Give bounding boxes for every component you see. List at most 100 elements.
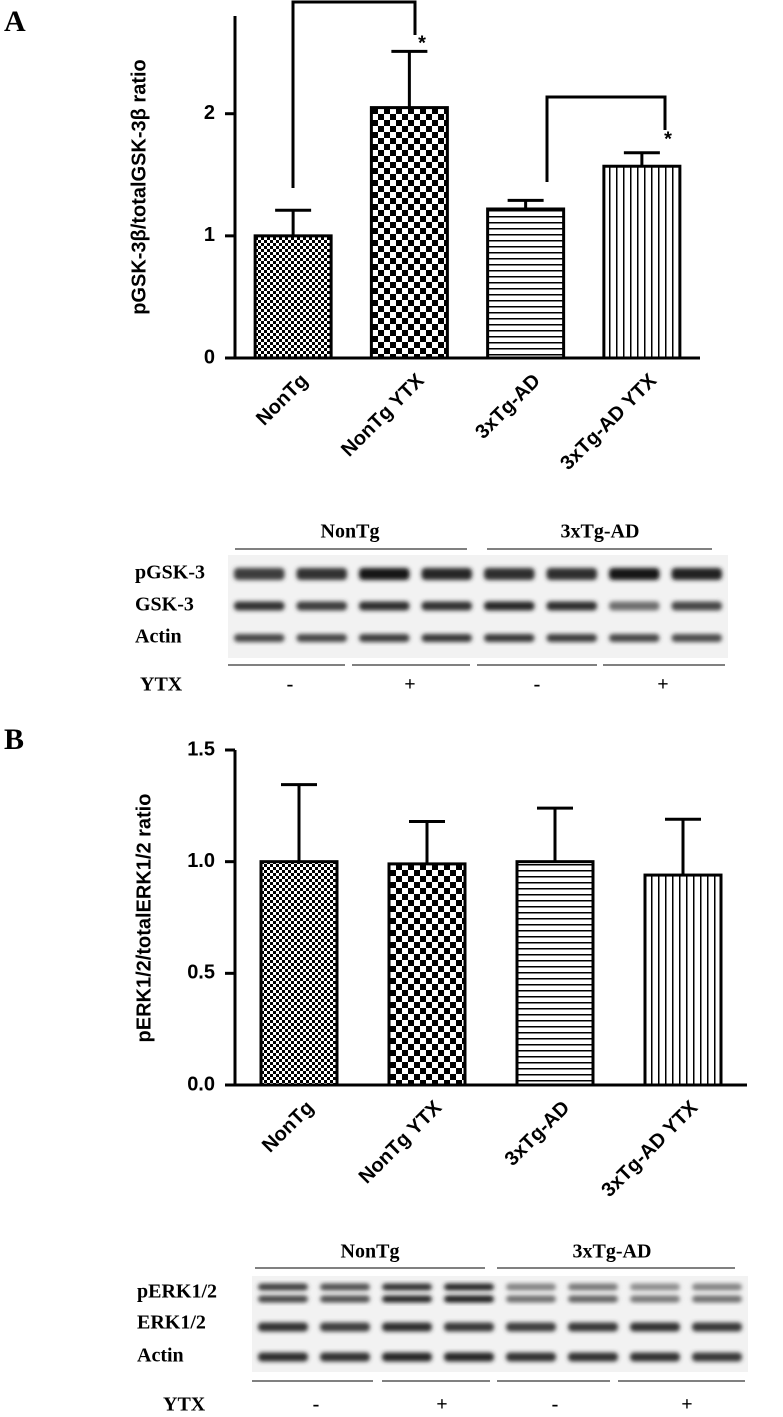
row-label: Actin	[135, 626, 182, 648]
blot-band	[359, 601, 410, 611]
treatment: +	[404, 674, 415, 696]
blot-band	[382, 1322, 432, 1332]
blot-band	[444, 1352, 494, 1362]
blot-band	[382, 1352, 432, 1362]
y-tick-label: 0	[204, 346, 215, 368]
blot-band	[630, 1295, 680, 1303]
blot-band	[234, 568, 285, 580]
blot-band	[444, 1322, 494, 1332]
blot-band	[296, 568, 347, 580]
blot-band	[568, 1322, 618, 1332]
blot-band	[320, 1322, 370, 1332]
row-label: pGSK-3	[135, 562, 205, 584]
y-tick-label: 1.0	[187, 850, 215, 872]
blot-band	[382, 1295, 432, 1303]
error-bar	[409, 819, 445, 864]
blot-band	[630, 1352, 680, 1362]
treatment: -	[534, 674, 541, 696]
treatment: -	[313, 1394, 320, 1416]
blot-band	[234, 634, 285, 642]
error-bar	[275, 208, 312, 236]
error-bar	[281, 783, 317, 862]
y-tick-label: 1	[204, 224, 215, 246]
row-label: GSK-3	[135, 594, 194, 616]
blot-band	[546, 568, 597, 580]
blot-band	[258, 1352, 308, 1362]
bar	[515, 860, 595, 1087]
x-tick-label: NonTg	[258, 1097, 318, 1157]
x-tick-label: 3xTg-AD YTX	[556, 369, 661, 474]
error-bar	[391, 49, 428, 108]
blot-band	[484, 634, 535, 642]
x-tick-label: NonTg YTX	[337, 369, 429, 461]
error-bar	[665, 817, 701, 876]
y-tick-label: 2	[204, 102, 215, 124]
y-axis-label: pERK1/2/totalERK1/2 ratio	[133, 794, 155, 1043]
error-bar	[623, 151, 660, 167]
y-tick-label: 1.5	[187, 738, 215, 760]
annotation: *	[664, 128, 672, 150]
bar	[259, 860, 339, 1087]
blot-band	[609, 634, 660, 642]
blot-band	[320, 1352, 370, 1362]
error-bar	[537, 806, 573, 862]
x-tick-label: 3xTg-AD YTX	[597, 1096, 702, 1201]
group-label: 3xTg-AD	[561, 521, 640, 543]
treatment: -	[287, 674, 294, 696]
blot-band	[506, 1283, 556, 1291]
x-tick-label: NonTg YTX	[355, 1096, 447, 1188]
y-axis-label: pGSK-3β/totalGSK-3β ratio	[128, 59, 150, 315]
bar	[602, 164, 682, 360]
blot-band	[234, 601, 285, 611]
blot-band	[484, 601, 535, 611]
blot-band	[320, 1295, 370, 1303]
blot-band	[359, 634, 410, 642]
blot-band	[258, 1322, 308, 1332]
treatment-label: YTX	[140, 674, 183, 696]
blot-band	[630, 1322, 680, 1332]
x-tick-label: 3xTg-AD	[501, 1097, 575, 1171]
blot-band	[359, 568, 410, 580]
blot-band	[609, 568, 660, 580]
row-label: pERK1/2	[137, 1281, 217, 1303]
blot-band	[506, 1295, 556, 1303]
bar	[369, 106, 449, 360]
blot-band	[692, 1352, 742, 1362]
blot-band	[320, 1283, 370, 1291]
blot-band	[609, 601, 660, 611]
blot-band	[258, 1295, 308, 1303]
blot-band	[421, 634, 472, 642]
blot-band	[568, 1352, 618, 1362]
blot-band	[296, 634, 347, 642]
row-label: Actin	[137, 1345, 184, 1367]
blot-band	[671, 634, 722, 642]
bar	[486, 207, 566, 360]
blot-band	[546, 634, 597, 642]
blot-band	[421, 568, 472, 580]
treatment: +	[681, 1394, 692, 1416]
treatment: +	[436, 1394, 447, 1416]
panel-label: A	[4, 5, 26, 38]
blot-band	[444, 1283, 494, 1291]
x-tick-label: 3xTg-AD	[471, 370, 545, 444]
blot-band	[296, 601, 347, 611]
blot-band	[692, 1322, 742, 1332]
blot-band	[546, 601, 597, 611]
blot-band	[506, 1322, 556, 1332]
blot-band	[568, 1283, 618, 1291]
y-tick-label: 0.5	[187, 962, 215, 984]
annotation: *	[418, 32, 426, 54]
group-label: NonTg	[321, 521, 380, 543]
blot-band	[630, 1283, 680, 1291]
panel-label: B	[4, 723, 24, 756]
row-label: ERK1/2	[137, 1312, 206, 1334]
bar	[643, 873, 723, 1087]
significance-bracket	[291, 0, 417, 188]
blot-band	[568, 1295, 618, 1303]
treatment: +	[657, 674, 668, 696]
treatment-label: YTX	[163, 1394, 206, 1416]
bar	[253, 234, 333, 360]
group-label: 3xTg-AD	[573, 1241, 652, 1263]
blot-band	[671, 601, 722, 611]
blot-band	[692, 1295, 742, 1303]
